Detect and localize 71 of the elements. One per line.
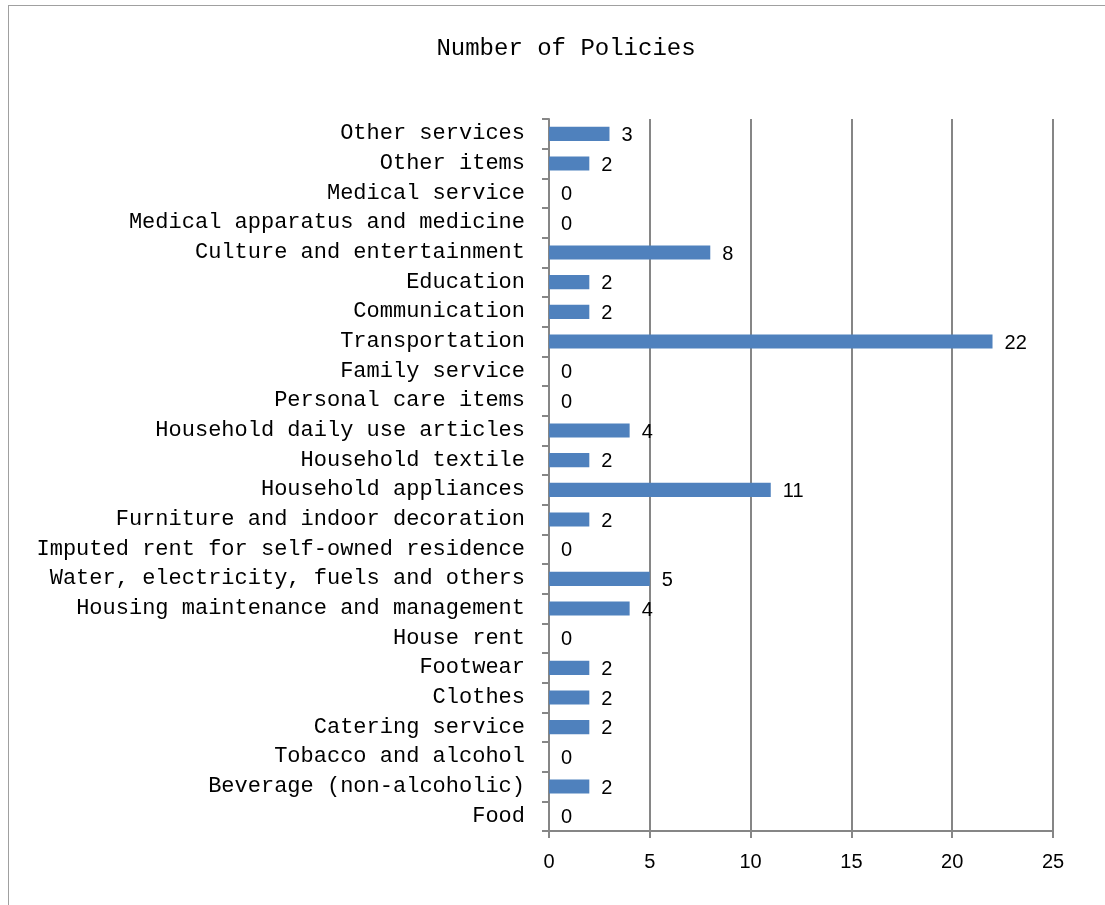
y-tick-label: Personal care items [274,388,525,414]
chart-title: Number of Policies [436,34,696,62]
data-label: 8 [722,241,734,264]
y-tick-label: Housing maintenance and management [76,596,525,621]
x-tick-label: 10 [739,850,762,872]
y-tick-label: Clothes [432,685,525,710]
y-tick-label: Transportation [340,329,525,354]
data-label: 2 [601,449,613,472]
y-tick-label: Medical apparatus and medicine [128,210,525,236]
bar [549,601,630,616]
y-tick-label: Communication [353,299,525,325]
bar [549,571,650,586]
data-label: 0 [561,211,573,234]
y-tick-label: Education [406,269,525,295]
bar [549,304,590,319]
y-tick-label: Tobacco and alcohol [274,744,525,770]
bar [549,512,590,527]
bar [549,690,590,705]
data-label: 2 [601,271,613,294]
bar [549,275,590,290]
data-label: 4 [641,419,653,442]
bar [549,482,771,497]
bar [549,660,590,675]
data-label: 0 [561,745,573,768]
data-label: 11 [782,478,804,501]
data-label: 2 [601,152,613,175]
y-tick-label: Culture and entertainment [194,240,525,265]
bar [549,245,711,260]
y-tick-label: Water, electricity, fuels and others [49,566,525,592]
data-label: 2 [601,716,613,739]
data-label: 2 [601,775,613,798]
y-tick-label: Furniture and indoor decoration [115,507,525,532]
data-label: 0 [561,627,573,650]
y-tick-label: Household daily use articles [155,418,525,443]
y-tick-label: Food [472,803,525,829]
data-label: 0 [561,360,573,383]
data-label: 0 [561,389,573,412]
bar [549,453,590,468]
y-tick-label: Other services [340,121,525,147]
data-label: 5 [661,567,673,590]
bar [549,126,610,141]
data-label: 2 [601,686,613,709]
y-tick-label: Family service [340,358,525,384]
y-tick-label: Household textile [300,447,525,473]
bar [549,156,590,171]
y-tick-label: Other items [379,151,525,176]
data-label: 2 [601,300,613,323]
y-tick-label: Catering service [313,714,525,740]
data-label: 0 [561,805,573,828]
y-tick-label: Household appliances [260,477,525,503]
bar [549,779,590,794]
bar [549,423,630,438]
data-label: 0 [561,182,573,205]
y-tick-label: Imputed rent for self-owned residence [36,536,525,562]
data-label: 22 [1004,330,1027,353]
y-tick-label: Footwear [419,655,525,681]
x-tick-label: 25 [1041,850,1065,872]
data-label: 4 [641,597,653,620]
x-tick-label: 20 [941,850,964,872]
data-label: 2 [601,656,613,679]
data-label: 2 [601,508,613,531]
y-tick-label: Beverage (non-alcoholic) [208,774,525,799]
bar [549,334,993,349]
y-tick-label: House rent [392,625,525,651]
bar [549,720,590,735]
data-label: 3 [621,122,633,145]
x-tick-label: 0 [543,850,555,872]
x-tick-label: 15 [840,850,863,872]
y-tick-label: Medical service [326,180,525,206]
data-label: 0 [561,538,573,561]
x-tick-label: 5 [644,850,656,872]
